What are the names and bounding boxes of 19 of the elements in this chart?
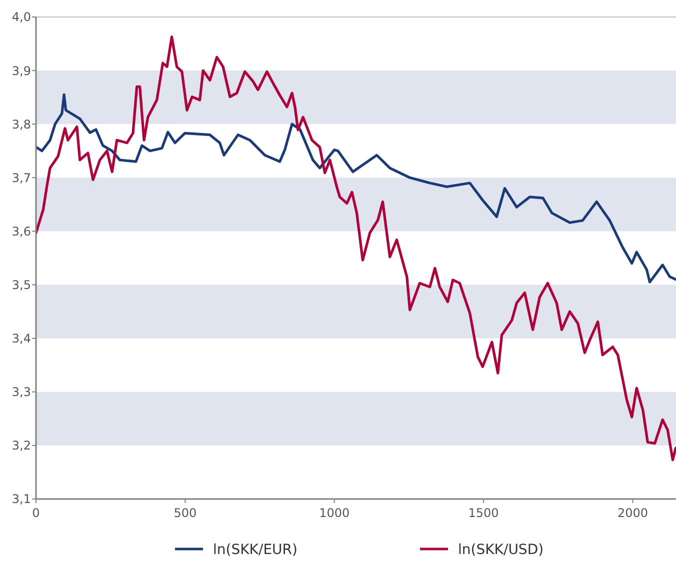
- x-tick-label: 1000: [319, 506, 350, 520]
- y-tick-label: 3,2: [12, 438, 31, 453]
- y-tick-label: 3,4: [12, 332, 31, 346]
- y-tick-label: 3,5: [12, 278, 31, 292]
- y-tick-label: 3,8: [12, 117, 31, 132]
- x-tick-label: 1500: [468, 506, 499, 520]
- y-tick-label: 3,7: [12, 170, 31, 185]
- y-tick-label: 3,1: [12, 492, 31, 506]
- y-tick-label: 3,9: [12, 64, 31, 78]
- x-tick-label: 0: [32, 506, 40, 520]
- x-tick-label: 2000: [617, 506, 648, 520]
- legend-label: ln(SKK/USD): [458, 542, 544, 558]
- y-tick-label: 3,6: [12, 224, 31, 238]
- legend-label: ln(SKK/EUR): [213, 542, 298, 558]
- x-tick-label: 500: [174, 506, 197, 520]
- y-tick-label: 3,3: [12, 385, 31, 400]
- y-tick-label: 4,0: [12, 10, 31, 24]
- line-series: [36, 93, 676, 284]
- line-series: [36, 36, 676, 462]
